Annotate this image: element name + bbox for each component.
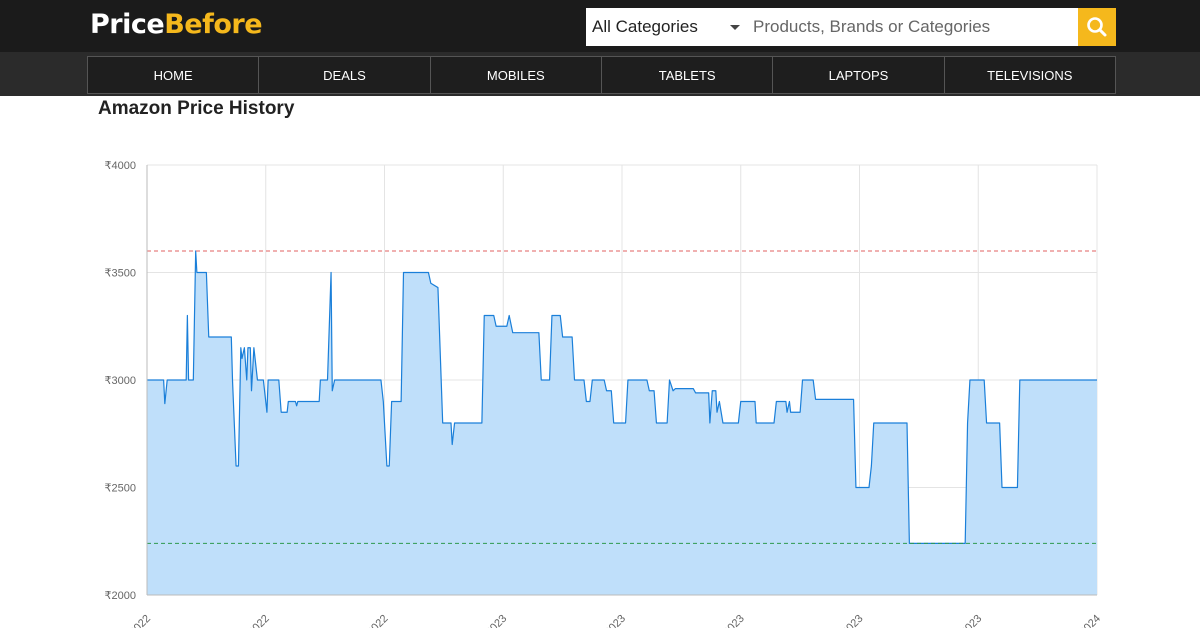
y-tick-label: ₹4000	[105, 160, 136, 172]
site-logo[interactable]: PriceBefore	[90, 7, 263, 43]
x-tick-label: 2023	[840, 613, 866, 628]
price-history-chart: ₹2000 ₹2500 ₹3000 ₹3500 ₹4000 2022 2022 2022 202…	[105, 160, 1104, 628]
x-tick-label: 2024	[1077, 613, 1103, 628]
x-tick-label: 2023	[484, 613, 510, 628]
y-tick-label: ₹2500	[105, 483, 136, 495]
x-tick-label: 2023	[602, 613, 628, 628]
nav-item-home[interactable]: HOME	[88, 57, 260, 93]
nav-item-televisions[interactable]: TELEVISIONS	[944, 57, 1115, 93]
search-icon	[1087, 17, 1107, 37]
reference-lines	[147, 250, 1097, 544]
y-tick-label: ₹3500	[105, 268, 136, 280]
x-tick-label: 2022	[127, 613, 153, 628]
price-series-line	[147, 250, 1097, 544]
y-tick-label: ₹3000	[105, 375, 136, 387]
top-header: PriceBefore All Categories	[0, 0, 1200, 52]
x-tick-label: 2022	[246, 613, 272, 628]
nav-item-tablets[interactable]: TABLETS	[601, 57, 774, 93]
main-nav: HOME DEALS MOBILES TABLETS LAPTOPS TELEV…	[0, 52, 1200, 96]
category-select-value: All Categories	[592, 17, 698, 36]
y-tick-label: ₹2000	[105, 590, 136, 602]
category-select[interactable]: All Categories	[586, 8, 746, 46]
x-tick-label: 2023	[721, 613, 747, 628]
nav-item-deals[interactable]: DEALS	[259, 57, 431, 93]
x-tick-label: 2022	[365, 613, 391, 628]
nav-item-mobiles[interactable]: MOBILES	[430, 57, 602, 93]
search-input[interactable]	[746, 8, 1078, 46]
logo-text-before: Before	[164, 9, 263, 40]
logo-text-price: Price	[90, 9, 165, 40]
chevron-down-icon	[730, 25, 740, 30]
page-title: Amazon Price History	[98, 98, 295, 119]
nav-item-laptops[interactable]: LAPTOPS	[773, 57, 945, 93]
nav-menu: HOME DEALS MOBILES TABLETS LAPTOPS TELEV…	[87, 56, 1116, 94]
chart-series	[147, 250, 1097, 595]
x-tick-label: 2023	[959, 613, 985, 628]
search-button[interactable]	[1078, 8, 1116, 46]
search-bar: All Categories	[586, 8, 1116, 46]
